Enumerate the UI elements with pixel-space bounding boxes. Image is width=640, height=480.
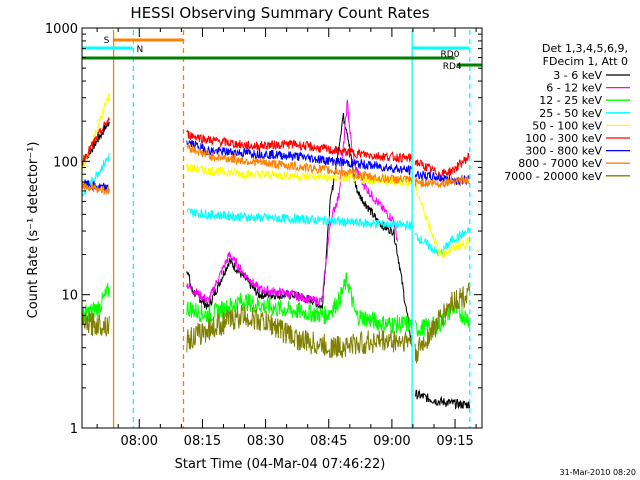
flag-label-rd0: RD0	[441, 50, 460, 60]
y-tick-label-0: 1	[70, 422, 78, 437]
flag-label-n: N	[137, 45, 144, 55]
x-tick-label-2: 08:30	[247, 434, 284, 449]
series-line-5-segment-0	[81, 117, 110, 166]
plot-frame	[81, 27, 483, 429]
series-line-7-segment-1	[186, 143, 413, 184]
chart-title: HESSI Observing Summary Count Rates	[130, 4, 429, 22]
series-layer	[81, 92, 471, 410]
series-line-8-segment-2	[414, 282, 471, 364]
series-line-5-segment-2	[414, 152, 471, 179]
legend-label-8: 7000 - 20000 keV	[504, 170, 602, 183]
series-line-6-segment-1	[186, 139, 413, 176]
legend-header-line-2: FDecim 1, Att 0	[543, 55, 628, 68]
marker-layer: S N RD0 RD4	[82, 30, 482, 428]
y-tick-label-1: 10	[61, 289, 78, 304]
series-line-2-segment-1	[186, 272, 413, 334]
legend-header-line-1: Det 1,3,4,5,6,9,	[542, 42, 628, 55]
timestamp: 31-Mar-2010 08:20	[560, 468, 637, 477]
flag-label-rd4: RD4	[443, 62, 462, 72]
series-line-0-segment-2	[414, 389, 471, 410]
series-line-7-segment-2	[414, 175, 471, 189]
legend-label-5: 100 - 300 keV	[525, 132, 602, 145]
series-line-2-segment-0	[81, 282, 110, 322]
legend-label-6: 300 - 800 keV	[525, 145, 602, 158]
series-line-7-segment-0	[81, 180, 110, 196]
x-axis-label: Start Time (04-Mar-04 07:46:22)	[175, 457, 386, 472]
legend-label-3: 25 - 50 keV	[539, 107, 602, 120]
y-axis-label: Count Rate (s⁻¹ detector⁻¹)	[26, 142, 41, 319]
legend-label-0: 3 - 6 keV	[553, 69, 602, 82]
x-tick-label-0: 08:00	[121, 434, 158, 449]
axes-layer: 1 10 100 1000 08:00 08:15 08:30 08:45 09:00 09:15	[45, 22, 483, 449]
series-line-8-segment-0	[81, 312, 110, 337]
legend-label-7: 800 - 7000 keV	[518, 157, 602, 170]
y-tick-label-2: 100	[53, 155, 78, 170]
series-line-4-segment-2	[414, 183, 471, 259]
x-tick-label-5: 09:15	[436, 434, 473, 449]
x-tick-label-3: 08:45	[310, 434, 347, 449]
legend-label-4: 50 - 100 keV	[532, 119, 602, 132]
flag-label-s: S	[104, 36, 110, 46]
y-tick-label-3: 1000	[45, 22, 78, 37]
series-line-3-segment-2	[414, 227, 471, 257]
series-line-5-segment-1	[186, 129, 413, 164]
series-line-8-segment-1	[186, 304, 413, 359]
x-tick-label-4: 09:00	[373, 434, 410, 449]
series-line-3-segment-1	[186, 208, 413, 232]
legend-label-2: 12 - 25 keV	[539, 94, 602, 107]
x-tick-label-1: 08:15	[184, 434, 221, 449]
legend-label-1: 6 - 12 keV	[546, 82, 602, 95]
